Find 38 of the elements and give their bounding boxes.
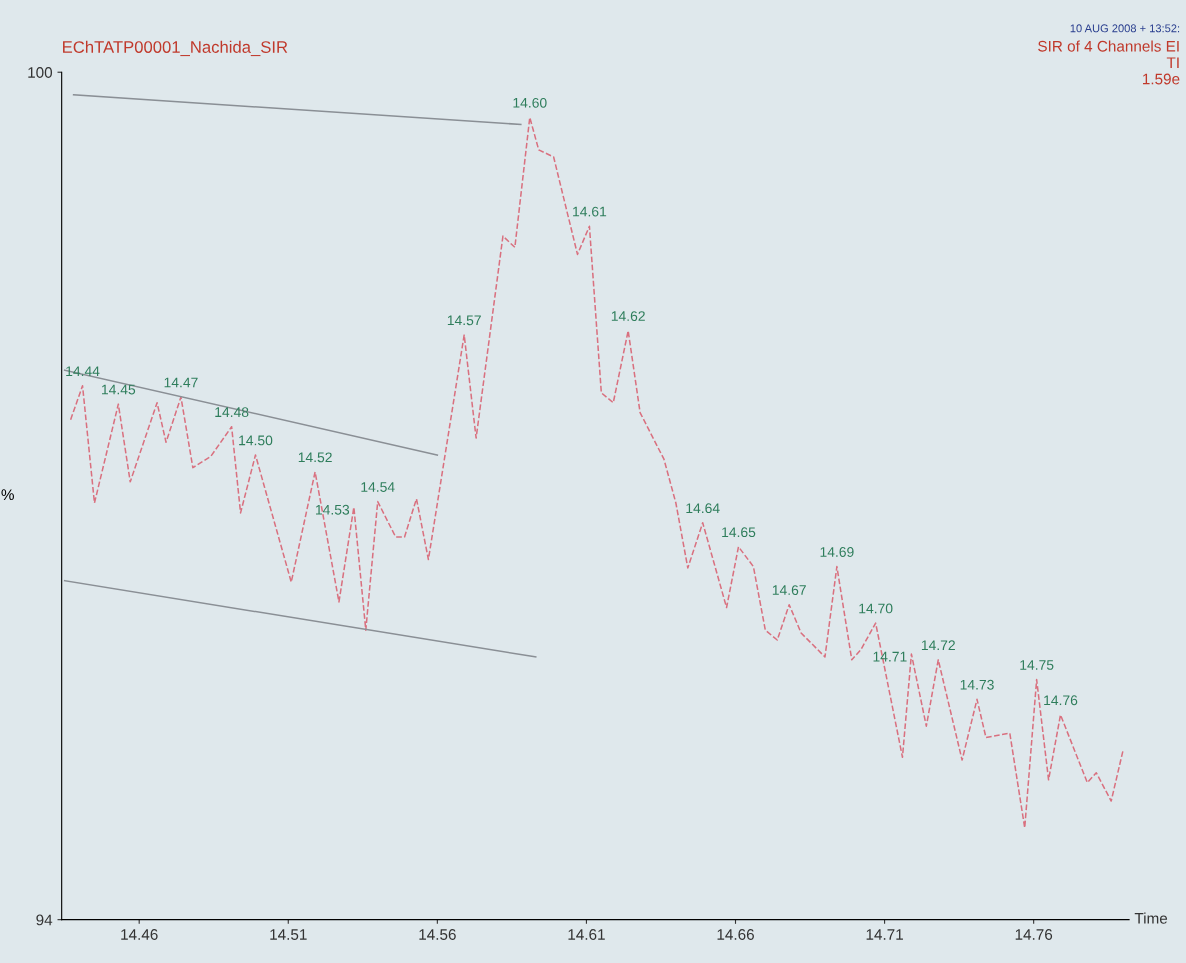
x-tick-label: 14.46	[121, 929, 158, 940]
annotation: 14.70	[859, 603, 893, 614]
annotation: 14.71	[873, 651, 907, 662]
x-tick-label: 14.51	[270, 929, 307, 940]
annotation: 14.62	[611, 311, 645, 321]
annotation: 14.45	[102, 384, 136, 395]
x-tick-label: 14.56	[419, 929, 456, 940]
annotation: 14.65	[722, 527, 756, 538]
annotation: 14.67	[772, 585, 806, 596]
x-tick-label: 14.71	[866, 929, 903, 940]
x-tick-label: 14.76	[1015, 929, 1053, 940]
y-axis-title: %	[1, 489, 14, 500]
x-axis-title: Time	[1134, 912, 1168, 924]
annotation: 14.72	[921, 640, 955, 650]
annotation: 14.50	[239, 435, 273, 446]
x-tick-label: 14.61	[568, 929, 605, 940]
annotation: 14.57	[447, 315, 481, 326]
x-tick-label: 14.66	[717, 929, 754, 940]
annotation: 14.69	[820, 547, 854, 557]
y-tick-label: 100	[28, 67, 53, 78]
text: 10 AUG 2008 + 13:52:	[1070, 24, 1180, 33]
annotation: 14.44	[66, 366, 100, 376]
y-tick-label: 94	[36, 914, 53, 926]
annotation: 14.73	[960, 679, 994, 690]
annotation: 14.75	[1020, 660, 1054, 670]
chart-title: EChTATP00001_Nachida_SIR	[63, 40, 288, 57]
text: SIR of 4 Channels EI	[1038, 40, 1179, 52]
annotation: 14.52	[298, 452, 332, 463]
annotation: 14.54	[361, 482, 395, 492]
annotation: 14.47	[164, 377, 198, 388]
annotation: 14.53	[316, 504, 350, 515]
annotation: 14.61	[573, 206, 607, 217]
text: TI	[1166, 57, 1179, 68]
annotation: 14.48	[215, 407, 249, 418]
annotation: 14.64	[686, 503, 720, 514]
annotation: 14.76	[1044, 695, 1078, 706]
text: 1.59e	[1143, 73, 1180, 85]
annotation: 14.60	[513, 97, 547, 108]
